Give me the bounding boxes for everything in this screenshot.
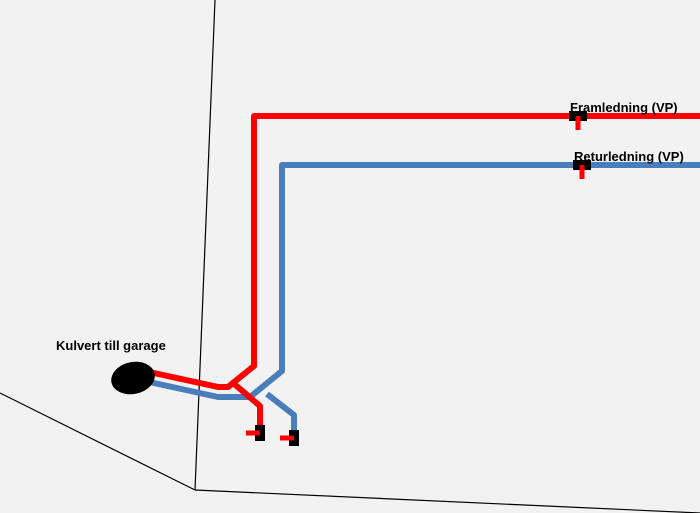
label-return: Returledning (VP) [574, 149, 684, 164]
diagram-svg [0, 0, 700, 513]
label-supply: Framledning (VP) [570, 100, 678, 115]
label-culvert: Kulvert till garage [56, 338, 166, 353]
diagram-stage: Kulvert till garage Framledning (VP) Ret… [0, 0, 700, 513]
